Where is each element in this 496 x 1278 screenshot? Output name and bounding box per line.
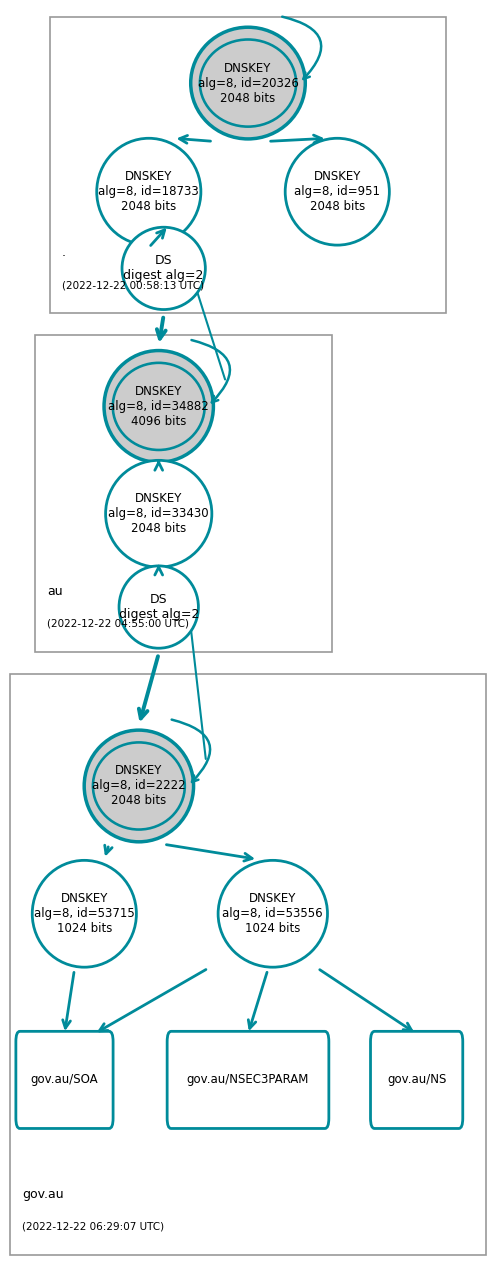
Ellipse shape	[104, 350, 213, 463]
Ellipse shape	[285, 138, 389, 245]
Text: DNSKEY
alg=8, id=53556
1024 bits: DNSKEY alg=8, id=53556 1024 bits	[223, 892, 323, 935]
Ellipse shape	[93, 743, 185, 829]
Ellipse shape	[190, 27, 306, 139]
Text: DNSKEY
alg=8, id=2222
2048 bits: DNSKEY alg=8, id=2222 2048 bits	[92, 764, 186, 808]
FancyBboxPatch shape	[167, 1031, 329, 1128]
Text: DNSKEY
alg=8, id=33430
2048 bits: DNSKEY alg=8, id=33430 2048 bits	[109, 492, 209, 535]
Ellipse shape	[84, 730, 193, 842]
Ellipse shape	[119, 566, 198, 648]
Text: DNSKEY
alg=8, id=53715
1024 bits: DNSKEY alg=8, id=53715 1024 bits	[34, 892, 135, 935]
Ellipse shape	[32, 860, 136, 967]
Text: gov.au: gov.au	[22, 1189, 64, 1201]
Ellipse shape	[200, 40, 296, 127]
Text: DNSKEY
alg=8, id=951
2048 bits: DNSKEY alg=8, id=951 2048 bits	[294, 170, 380, 213]
Text: (2022-12-22 06:29:07 UTC): (2022-12-22 06:29:07 UTC)	[22, 1222, 165, 1232]
Text: DS
digest alg=2: DS digest alg=2	[124, 254, 204, 282]
Text: DNSKEY
alg=8, id=34882
4096 bits: DNSKEY alg=8, id=34882 4096 bits	[108, 385, 209, 428]
Ellipse shape	[122, 227, 205, 309]
FancyBboxPatch shape	[371, 1031, 463, 1128]
Ellipse shape	[106, 460, 212, 567]
FancyBboxPatch shape	[10, 674, 486, 1255]
Text: gov.au/SOA: gov.au/SOA	[31, 1074, 98, 1086]
Ellipse shape	[218, 860, 327, 967]
FancyBboxPatch shape	[35, 335, 332, 652]
Text: gov.au/NS: gov.au/NS	[387, 1074, 446, 1086]
Text: au: au	[47, 585, 63, 598]
Ellipse shape	[113, 363, 205, 450]
Text: DNSKEY
alg=8, id=18733
2048 bits: DNSKEY alg=8, id=18733 2048 bits	[98, 170, 199, 213]
Text: gov.au/NSEC3PARAM: gov.au/NSEC3PARAM	[187, 1074, 309, 1086]
FancyBboxPatch shape	[16, 1031, 113, 1128]
Ellipse shape	[97, 138, 201, 245]
Text: (2022-12-22 04:55:00 UTC): (2022-12-22 04:55:00 UTC)	[47, 619, 189, 629]
Text: (2022-12-22 00:58:13 UTC): (2022-12-22 00:58:13 UTC)	[62, 280, 204, 290]
Text: DNSKEY
alg=8, id=20326
2048 bits: DNSKEY alg=8, id=20326 2048 bits	[197, 61, 299, 105]
Text: .: .	[62, 247, 66, 259]
FancyBboxPatch shape	[50, 17, 446, 313]
Text: DS
digest alg=2: DS digest alg=2	[119, 593, 199, 621]
